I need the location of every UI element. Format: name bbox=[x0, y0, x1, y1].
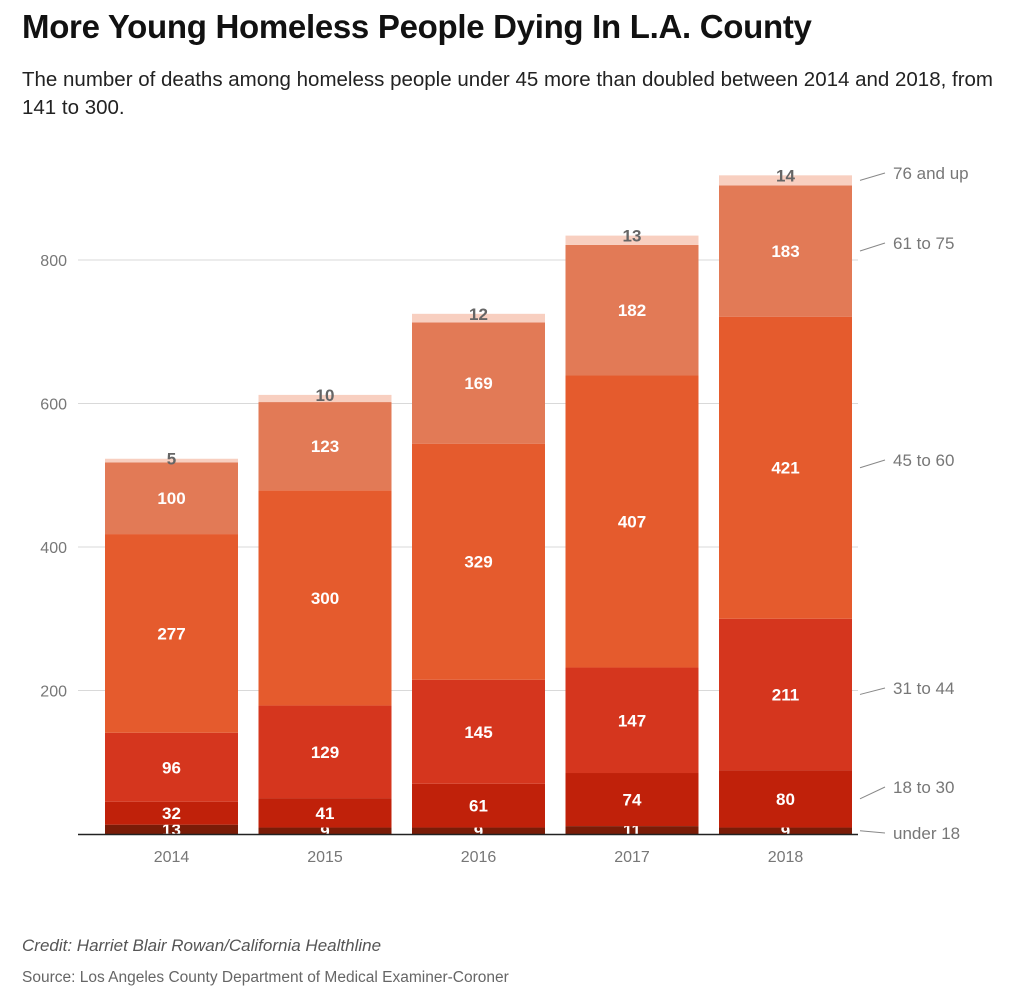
legend-leader-line bbox=[859, 830, 886, 834]
data-label: 329 bbox=[464, 553, 492, 572]
bar-segment bbox=[105, 534, 238, 733]
bar-segment bbox=[412, 322, 545, 444]
bar-segment bbox=[412, 783, 545, 828]
data-label: 129 bbox=[311, 743, 339, 762]
data-label: 300 bbox=[311, 589, 339, 608]
y-tick-label: 800 bbox=[40, 253, 67, 270]
data-label: 183 bbox=[771, 242, 799, 261]
data-label: 211 bbox=[772, 685, 799, 704]
legend-entry: 18 to 30 bbox=[893, 778, 954, 797]
data-label: 9 bbox=[781, 822, 790, 841]
data-label: 80 bbox=[776, 790, 795, 809]
bar-segment bbox=[565, 667, 699, 774]
bar-segment bbox=[565, 773, 699, 827]
bar-segment bbox=[258, 394, 392, 403]
data-label: 9 bbox=[474, 822, 483, 841]
x-tick-label: 2018 bbox=[768, 849, 804, 866]
bar-segment bbox=[565, 375, 699, 668]
chart-subtitle: The number of deaths among homeless peop… bbox=[22, 68, 993, 119]
y-tick-label: 200 bbox=[40, 684, 67, 701]
legend-leader-line bbox=[859, 786, 886, 800]
data-label: 96 bbox=[162, 758, 181, 777]
data-label: 182 bbox=[618, 301, 646, 320]
bar-segment bbox=[105, 801, 238, 825]
data-label: 5 bbox=[167, 450, 176, 469]
data-label: 145 bbox=[464, 723, 492, 742]
data-label: 100 bbox=[157, 489, 185, 508]
bar-segment bbox=[719, 316, 852, 619]
bar-segment bbox=[258, 827, 392, 834]
data-label: 10 bbox=[316, 386, 335, 405]
legend-entry: 76 and up bbox=[893, 164, 969, 183]
x-tick-label: 2014 bbox=[154, 849, 190, 866]
bar-segment bbox=[719, 827, 852, 834]
data-label: 421 bbox=[771, 459, 799, 478]
bar-segment bbox=[565, 244, 699, 376]
data-label: 407 bbox=[618, 513, 646, 532]
legend-entry: 45 to 60 bbox=[893, 451, 954, 470]
bar-segment bbox=[565, 235, 699, 245]
bar-segment bbox=[719, 618, 852, 771]
data-label: 147 bbox=[618, 711, 646, 730]
data-label: 12 bbox=[469, 305, 488, 324]
bar-segment bbox=[719, 175, 852, 186]
chart-title: More Young Homeless People Dying In L.A.… bbox=[22, 8, 812, 45]
bar-segment bbox=[412, 827, 545, 834]
bar-segment bbox=[719, 770, 852, 828]
stacked-bar-chart: 2004006008001332962771005201494112930012… bbox=[40, 164, 969, 866]
x-tick-label: 2015 bbox=[307, 849, 343, 866]
bar-segment bbox=[258, 490, 392, 706]
data-label: 169 bbox=[464, 374, 492, 393]
y-tick-label: 400 bbox=[40, 540, 67, 557]
data-label: 277 bbox=[157, 624, 185, 643]
bar-segment bbox=[258, 798, 392, 828]
bar-segment bbox=[258, 402, 392, 491]
data-label: 13 bbox=[623, 227, 642, 246]
bar-segment bbox=[412, 313, 545, 323]
legend-entry: under 18 bbox=[893, 824, 960, 843]
legend-leader-line bbox=[859, 687, 886, 695]
y-tick-label: 600 bbox=[40, 397, 67, 414]
x-tick-label: 2017 bbox=[614, 849, 650, 866]
data-label: 74 bbox=[623, 791, 642, 810]
legend-entry: 31 to 44 bbox=[893, 679, 954, 698]
data-label: 32 bbox=[162, 804, 181, 823]
bar-segment bbox=[258, 705, 392, 799]
data-label: 123 bbox=[311, 437, 339, 456]
bar-segment bbox=[412, 443, 545, 680]
bar-segment bbox=[105, 458, 238, 463]
credit-line: Credit: Harriet Blair Rowan/California H… bbox=[22, 936, 382, 955]
data-label: 9 bbox=[320, 822, 329, 841]
bar-segment bbox=[105, 824, 238, 834]
source-line: Source: Los Angeles County Department of… bbox=[22, 969, 509, 986]
bar-segment bbox=[105, 732, 238, 802]
bar-segment bbox=[105, 462, 238, 535]
legend-leader-line bbox=[859, 459, 886, 469]
legend-entry: 61 to 75 bbox=[893, 234, 954, 253]
x-tick-label: 2016 bbox=[461, 849, 497, 866]
data-label: 61 bbox=[469, 797, 488, 816]
bar-segment bbox=[412, 679, 545, 784]
legend-leader-line bbox=[859, 242, 886, 252]
data-label: 41 bbox=[316, 804, 335, 823]
data-label: 14 bbox=[776, 166, 795, 185]
legend-leader-line bbox=[859, 172, 886, 181]
bar-segment bbox=[719, 185, 852, 317]
bar-segment bbox=[565, 826, 699, 834]
